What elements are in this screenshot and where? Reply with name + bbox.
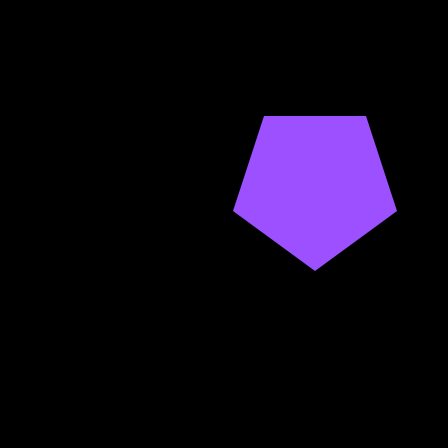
- pentagon-shape: [233, 116, 397, 271]
